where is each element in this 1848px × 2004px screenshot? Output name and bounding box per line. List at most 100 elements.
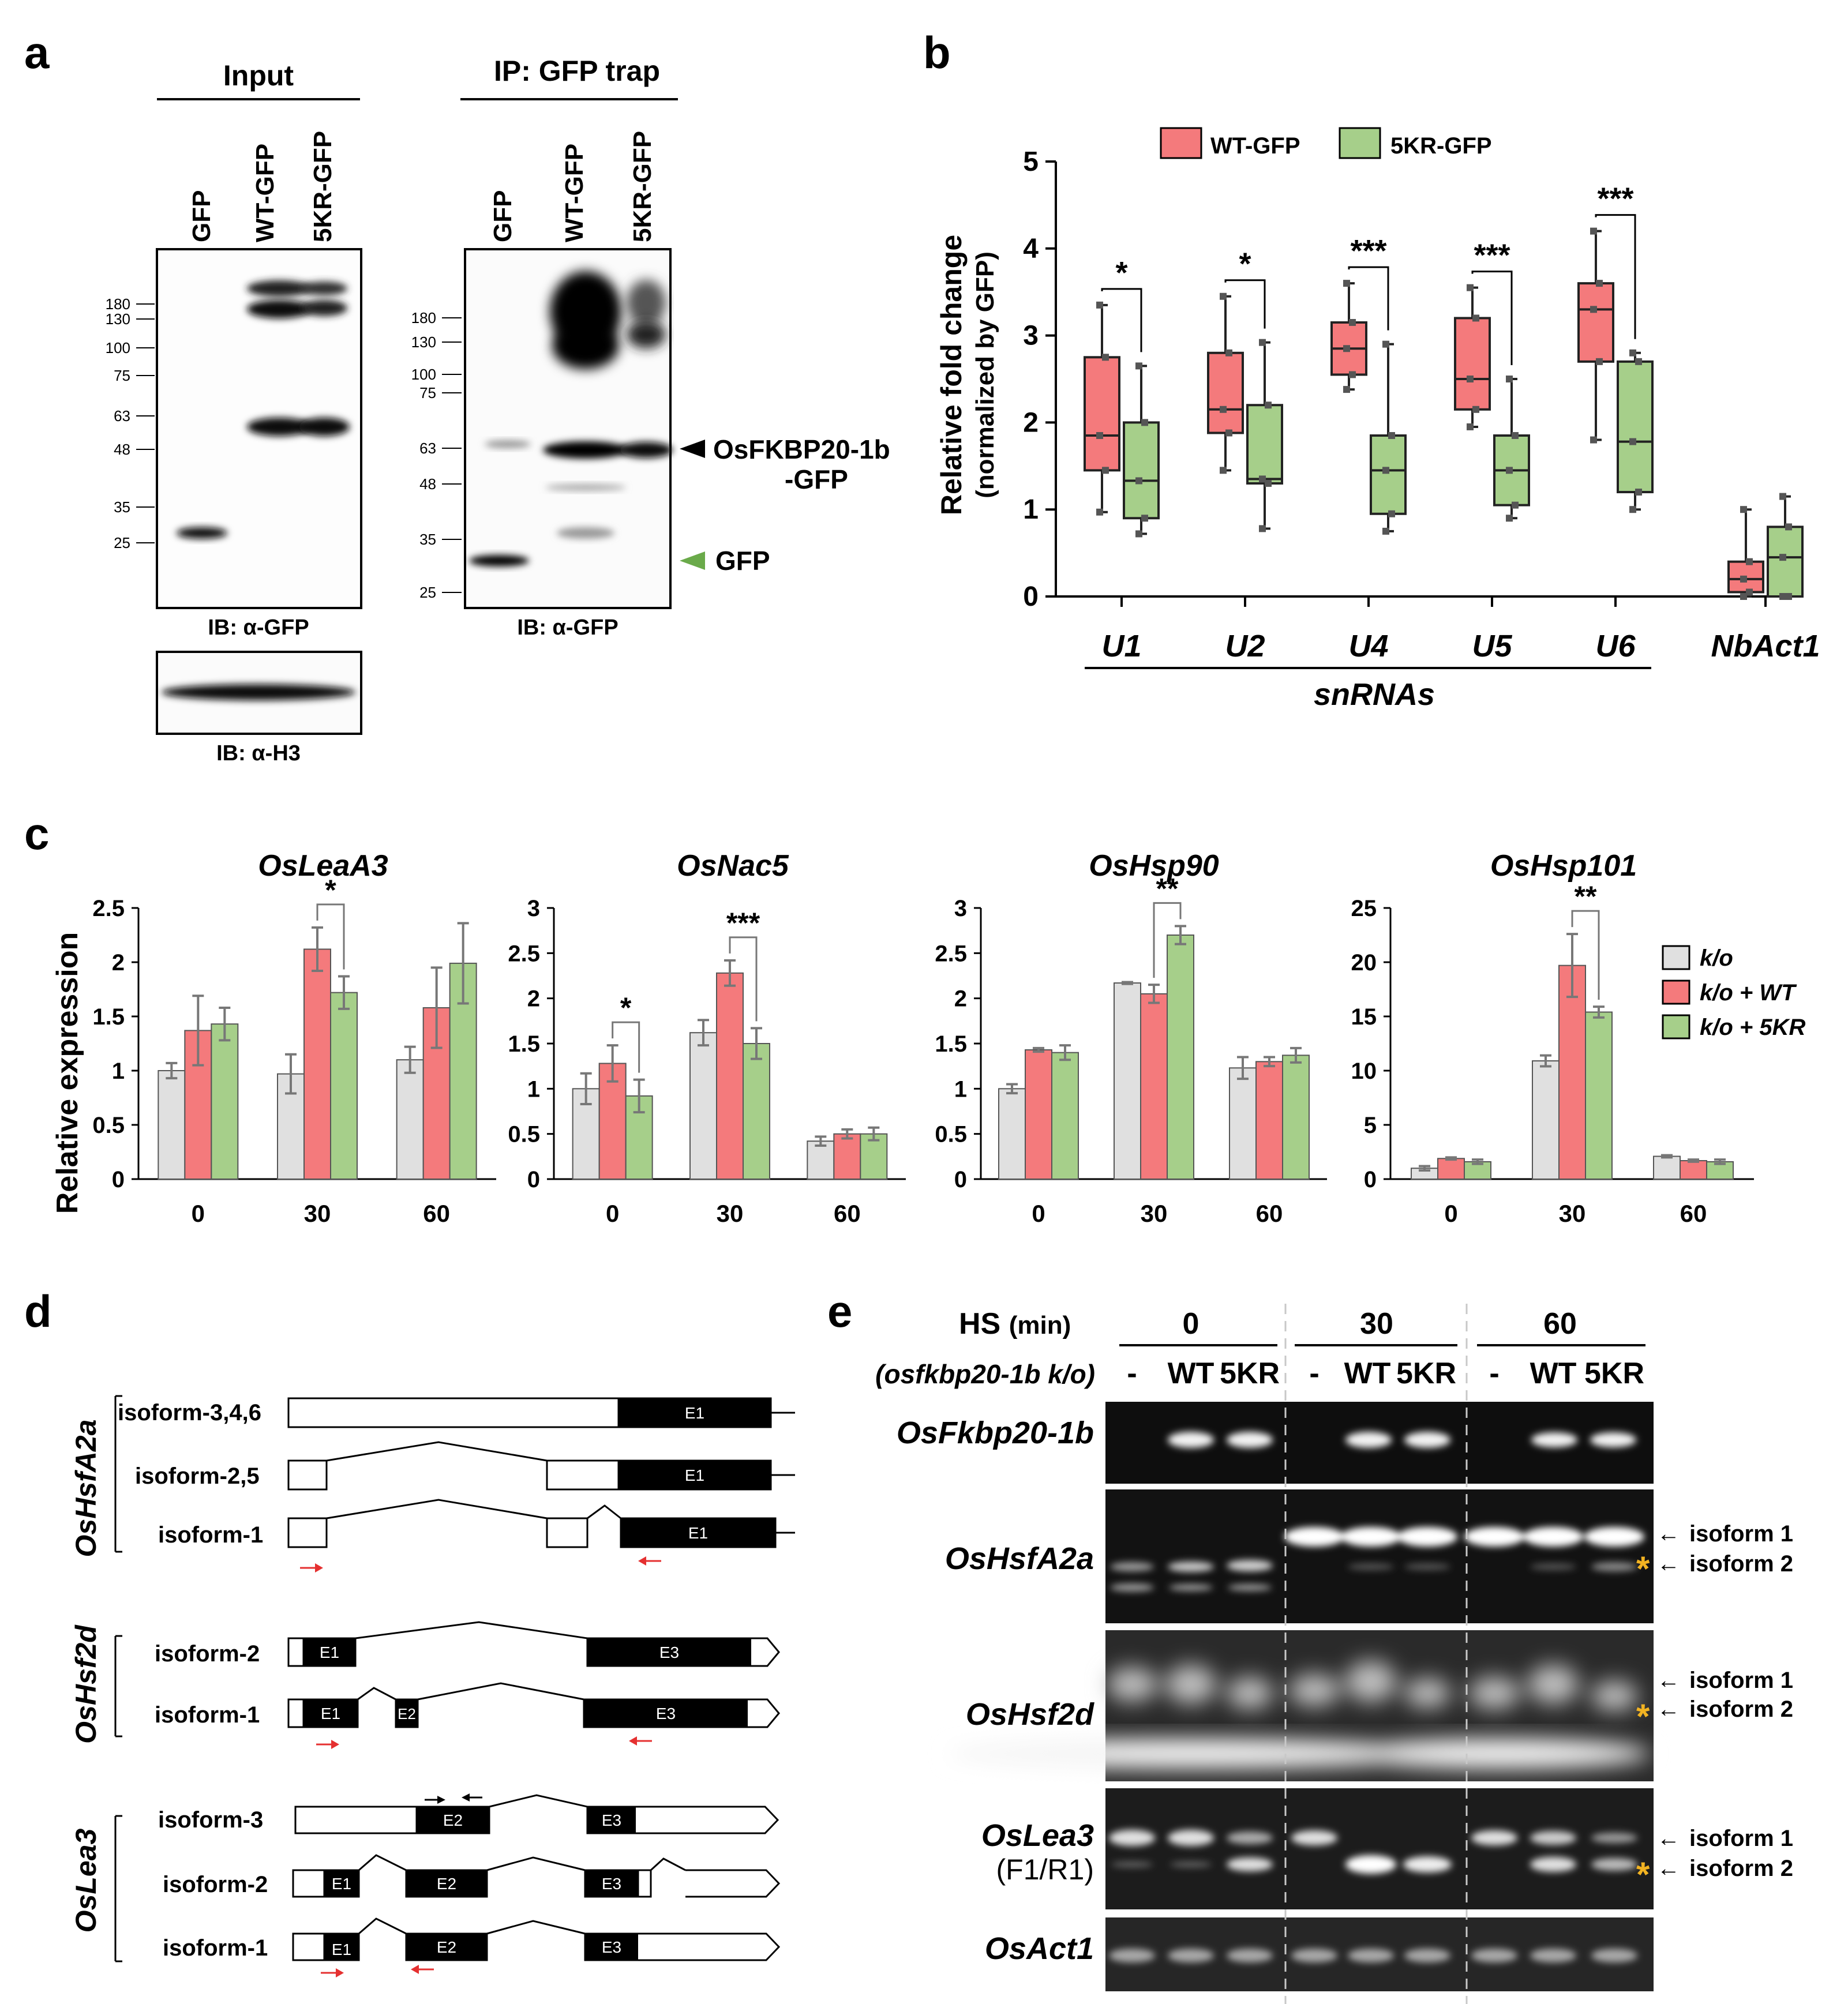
c-ytick-label: 5: [1364, 1113, 1377, 1138]
gfp-arrow-icon: [680, 551, 705, 570]
input-marker-25: 25: [114, 534, 130, 551]
c-ytick-label: 3: [954, 896, 967, 921]
c-bar: [716, 972, 744, 1180]
b-box: [1454, 317, 1491, 411]
arrow-icon-lea3-iso1: ←: [1657, 1826, 1680, 1851]
hs-text: HS: [959, 1307, 1000, 1341]
c-ytick-label: 0: [527, 1167, 540, 1192]
gene-label-oshsf2d: OsHsf2d: [70, 1624, 102, 1744]
c-legend-label-kr: k/o + 5KR: [1700, 1015, 1806, 1040]
input-lane-gfp: GFP: [188, 190, 216, 242]
panel-letter-b: b: [923, 27, 951, 78]
b-ytick-label: 3: [1023, 321, 1039, 351]
c-ytick-label: 2: [112, 950, 125, 975]
lane-60-5kr: 5KR: [1584, 1357, 1644, 1390]
c-ytick-label: 1.5: [935, 1031, 967, 1057]
ip-lane-wt-gfp: WT-GFP: [560, 144, 588, 242]
ip-ib-label: IB: α-GFP: [517, 616, 618, 640]
gel-osfkbp20-1b: [1105, 1402, 1654, 1484]
c-bar: [303, 948, 331, 1180]
legend-swatch-kr: [1339, 127, 1381, 159]
b-category-label: U1: [1101, 629, 1141, 663]
b-data-point: [1382, 467, 1389, 474]
isoform-label-2d-1: isoform-1: [155, 1702, 260, 1728]
b-data-point: [1512, 501, 1519, 509]
c-bar: [807, 1140, 835, 1180]
b-data-point: [1102, 467, 1109, 474]
gel-label-osfkbp20-1b: OsFkbp20-1b: [897, 1416, 1094, 1450]
label-2d-iso1: isoform 1: [1689, 1668, 1793, 1693]
b-data-point: [1349, 318, 1356, 326]
c-chart-0: OsLeaA3 0 0.5 1 1.5 2 2.5 0 30 * 60: [92, 849, 496, 1227]
isoform-label-lea3-2: isoform-2: [163, 1872, 268, 1897]
ip-markers: 180 130 100 75 63 48 35 25: [411, 309, 462, 601]
c-ytick-label: 25: [1351, 896, 1377, 921]
legend-swatch-wt: [1160, 127, 1202, 159]
ip-lane-5kr-gfp: 5KR-GFP: [628, 131, 657, 242]
c-category-label: 30: [304, 1200, 331, 1227]
isoform-label-lea3-1: isoform-1: [163, 1935, 268, 1961]
c-chart-title: OsHsp90: [1089, 849, 1219, 883]
b-data-point: [1388, 510, 1395, 517]
b-data-point: [1141, 515, 1148, 522]
primer-arrows-lea3: [321, 1965, 434, 1977]
c-ytick-label: 0.5: [935, 1122, 967, 1147]
b-category-label: U4: [1348, 629, 1388, 663]
isoform-label-a2a-1: isoform-1: [158, 1522, 263, 1548]
osfkbp-label-2: -GFP: [785, 464, 848, 494]
input-lane-wt-gfp: WT-GFP: [251, 144, 279, 242]
gel-label-oshsf2d: OsHsf2d: [966, 1697, 1094, 1732]
exon-a2a-346-e1: E1: [685, 1404, 704, 1422]
b-data-point: [1785, 593, 1792, 600]
c-significance-bracket: [316, 903, 345, 970]
c-ytick-label: 2: [527, 986, 540, 1012]
c-bar: [1025, 1049, 1052, 1180]
b-box: [1207, 351, 1244, 434]
gel-oshsf2d: [949, 1630, 1654, 1781]
c-ytick-label: 1: [112, 1059, 125, 1084]
b-data-point: [1590, 227, 1597, 235]
c-ytick-label: 1.5: [508, 1031, 540, 1057]
b-data-point: [1629, 438, 1636, 445]
c-significance-bracket: [1153, 902, 1182, 978]
panel-e: e HS (min) 0 30 60 (osfkbp20-1b k/o) - W…: [827, 1286, 1793, 2004]
exon-2d-2-e3: E3: [659, 1643, 679, 1661]
c-bar: [158, 1070, 186, 1180]
input-marker-63: 63: [114, 407, 130, 425]
b-data-point: [1467, 376, 1474, 382]
b-data-point: [1135, 477, 1142, 485]
ip-marker-75: 75: [419, 384, 436, 401]
b-significance-label: *: [1239, 247, 1251, 282]
b-data-point: [1506, 467, 1513, 474]
c-significance-label: *: [325, 874, 336, 906]
c-bar: [689, 1032, 717, 1180]
gel-oshsfa2a: [1105, 1489, 1654, 1623]
c-ytick-label: 3: [527, 896, 540, 921]
lane-60-wt: WT: [1530, 1357, 1577, 1390]
c-ytick-label: 0: [954, 1167, 967, 1192]
b-data-point: [1596, 280, 1603, 287]
lane-0-ko: -: [1127, 1357, 1137, 1390]
hs-label: HS (min): [959, 1307, 1071, 1341]
h3-ib-label: IB: α-H3: [216, 741, 301, 765]
c-ytick-label: 0.5: [508, 1122, 540, 1147]
c-legend-label-wt: k/o + WT: [1700, 980, 1797, 1005]
b-significance-bracket: [1348, 266, 1389, 331]
b-data-point: [1506, 376, 1513, 382]
exon-lea3-2-e3: E3: [602, 1875, 621, 1893]
genotype-label: (osfkbp20-1b k/o): [875, 1359, 1095, 1389]
ip-lane-gfp: GFP: [489, 190, 517, 242]
b-category-label: U2: [1225, 629, 1265, 663]
isoform-label-a2a-346: isoform-3,4,6: [118, 1400, 261, 1425]
b-ylabel-1: Relative fold change: [935, 235, 968, 515]
b-data-point: [1740, 506, 1747, 513]
b-significance-label: ***: [1474, 238, 1510, 273]
exon-2d-1-e2: E2: [398, 1705, 416, 1722]
c-chart-title: OsNac5: [677, 849, 789, 883]
b-category-label: NbAct1: [1711, 629, 1820, 663]
c-significance-label: **: [1156, 872, 1179, 905]
c-chart-title: OsHsp101: [1490, 849, 1637, 883]
gel-label-oshsfa2a: OsHsfA2a: [945, 1541, 1094, 1576]
b-data-point: [1467, 423, 1474, 430]
